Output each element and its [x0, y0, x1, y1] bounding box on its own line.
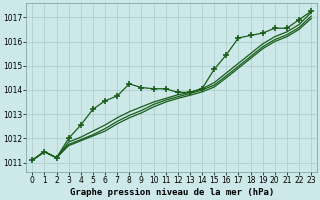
X-axis label: Graphe pression niveau de la mer (hPa): Graphe pression niveau de la mer (hPa) [69, 188, 274, 197]
